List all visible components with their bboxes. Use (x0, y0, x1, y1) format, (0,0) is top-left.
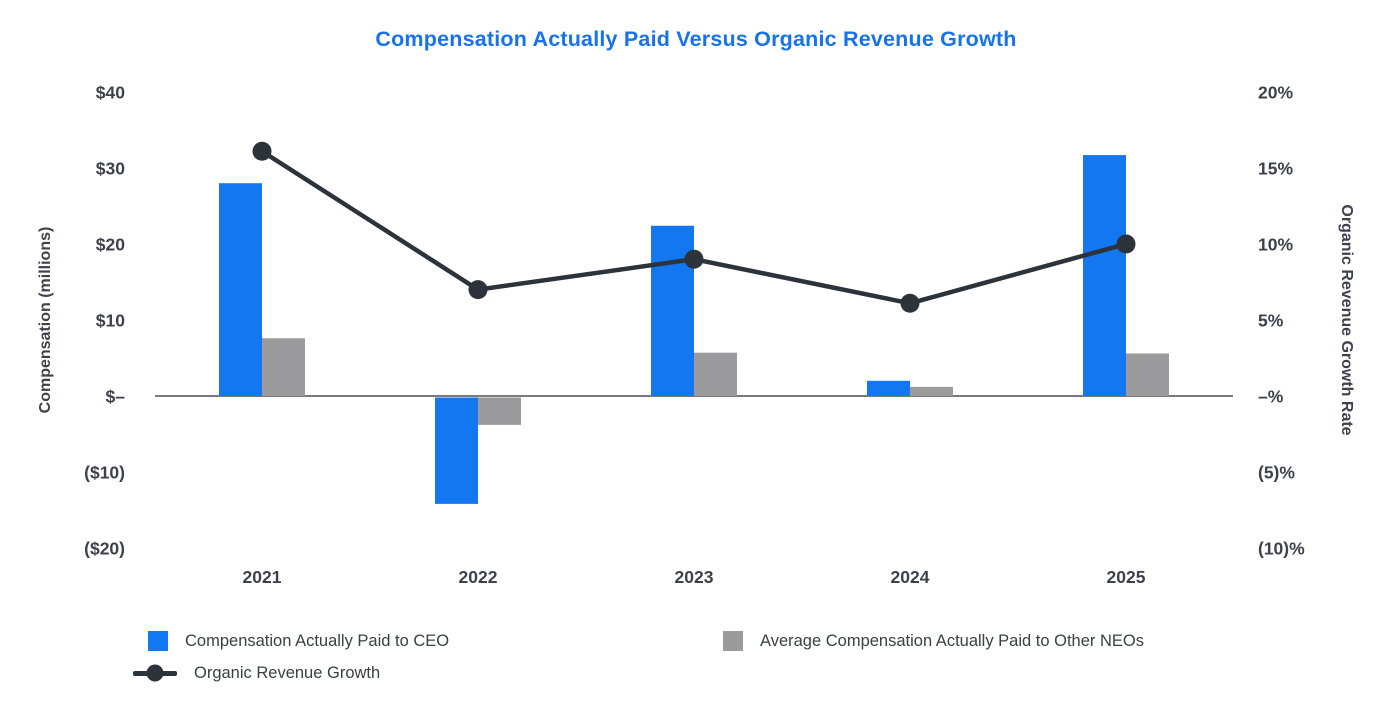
line-point-2021 (252, 141, 272, 161)
bar-neo-2021 (262, 338, 305, 396)
left-axis-title: Compensation (millions) (37, 226, 54, 414)
bar-neo-2025 (1126, 353, 1169, 396)
bar-ceo-2023 (651, 225, 694, 396)
bar-neo-2023 (694, 352, 737, 396)
bar-neo-2022 (478, 397, 521, 425)
left-axis-tick: $10 (96, 311, 125, 331)
legend-item-neo-bar: Average Compensation Actually Paid to Ot… (723, 630, 1144, 652)
legend-label-ceo-bar: Compensation Actually Paid to CEO (185, 631, 450, 650)
legend-line-marker (133, 664, 177, 682)
left-axis-tick: ($20) (84, 539, 125, 559)
bar-ceo-2021 (219, 183, 262, 396)
legend-item-organic-growth-line: Organic Revenue Growth (133, 662, 380, 684)
chart-canvas: $40 $30 $20 $10 $– ($10) ($20) 20% 15% 10% 5% –% (5)… (84, 83, 1305, 588)
bar-ceo-2022 (435, 397, 478, 504)
right-axis-title: Organic Revenue Growth Rate (1338, 204, 1355, 436)
right-axis-tick: 10% (1258, 235, 1293, 255)
right-axis-tick: (5)% (1258, 463, 1295, 483)
bar-ceo-2024 (867, 380, 910, 396)
right-axis-tick: –% (1258, 387, 1284, 407)
left-axis-tick: ($10) (84, 463, 125, 483)
left-axis-tick: $40 (96, 83, 125, 103)
right-axis-tick: (10)% (1258, 539, 1305, 559)
x-axis-label-2022: 2022 (459, 567, 498, 587)
left-axis-tick: $20 (96, 235, 125, 255)
line-point-2024 (900, 293, 920, 313)
bar-ceo-2025 (1083, 155, 1126, 396)
left-axis-tick: $30 (96, 159, 125, 179)
line-point-2025 (1116, 234, 1136, 254)
line-point-2023 (684, 249, 704, 269)
left-axis-tick: $– (106, 387, 126, 407)
legend-swatch-ceo-bar (148, 631, 168, 651)
legend-line-dot-icon (146, 664, 164, 682)
x-axis-label-2023: 2023 (675, 567, 714, 587)
x-axis-label-2024: 2024 (891, 567, 930, 587)
x-axis-label-2025: 2025 (1107, 567, 1146, 587)
line-point-2022 (468, 280, 488, 300)
x-axis-label-2021: 2021 (243, 567, 282, 587)
right-axis-tick: 15% (1258, 159, 1293, 179)
chart-title: Compensation Actually Paid Versus Organi… (375, 27, 1017, 51)
right-axis-tick: 5% (1258, 311, 1284, 331)
legend-item-ceo-bar: Compensation Actually Paid to CEO (148, 630, 449, 652)
legend-swatch-neo-bar (723, 631, 743, 651)
legend-label-neo-bar: Average Compensation Actually Paid to Ot… (760, 631, 1144, 650)
legend-label-organic-growth-line: Organic Revenue Growth (194, 663, 381, 682)
right-axis-tick: 20% (1258, 83, 1293, 103)
bar-neo-2024 (910, 386, 953, 396)
